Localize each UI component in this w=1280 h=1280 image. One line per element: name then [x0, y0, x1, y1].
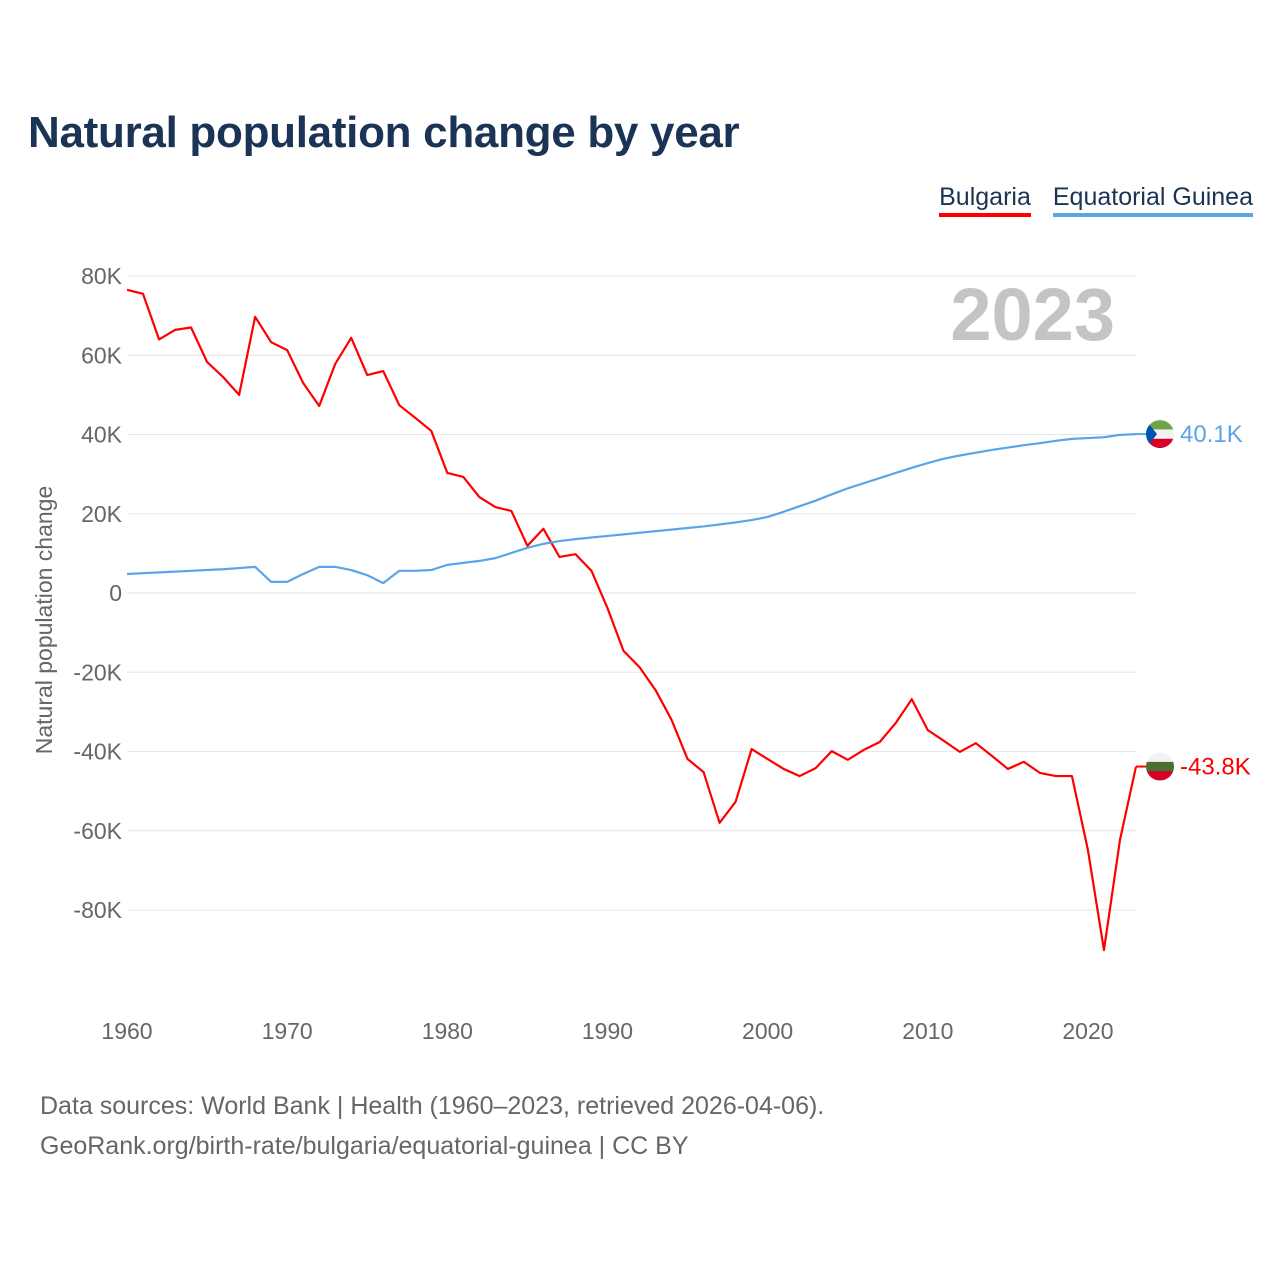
x-tick-label: 1980 [422, 1018, 473, 1044]
y-tick-label: 60K [81, 342, 123, 368]
end-value-label: -43.8K [1180, 754, 1251, 781]
series-line-equatorial-guinea [126, 433, 1137, 585]
y-tick-label: -20K [73, 659, 122, 685]
y-tick-label: 80K [81, 263, 123, 289]
legend-item-equatorial-guinea[interactable]: Equatorial Guinea [1052, 183, 1253, 217]
legend-item-bulgaria[interactable]: Bulgaria [939, 183, 1031, 217]
y-tick-label: 40K [81, 422, 123, 448]
series-line-bulgaria [126, 288, 1138, 952]
y-tick-label: 20K [81, 501, 123, 527]
chart-title: Natural population change by year [28, 108, 740, 157]
data-source-text: Data sources: World Bank | Health (1960–… [40, 1092, 825, 1120]
y-axis-label: Natural population change [31, 486, 57, 755]
footer: Data sources: World Bank | Health (1960–… [40, 1086, 824, 1166]
legend: Bulgaria Equatorial Guinea [939, 183, 1253, 217]
x-tick-label: 2000 [742, 1018, 793, 1044]
x-tick-label: 2020 [1062, 1018, 1113, 1044]
x-tick-label: 1970 [262, 1018, 313, 1044]
year-watermark: 2023 [950, 273, 1115, 356]
end-value-label: 40.1K [1180, 421, 1243, 448]
y-tick-label: -80K [73, 897, 122, 923]
flag-icon-bulgaria [1146, 752, 1174, 781]
flag-icon-equatorial-guinea [1146, 420, 1174, 449]
x-tick-label: 1990 [582, 1018, 633, 1044]
y-tick-label: -40K [73, 739, 122, 765]
y-tick-label: -60K [73, 818, 122, 844]
x-tick-label: 2010 [902, 1018, 953, 1044]
x-tick-label: 1960 [101, 1018, 152, 1044]
attribution-link[interactable]: GeoRank.org/birth-rate/bulgaria/equatori… [40, 1132, 689, 1160]
y-tick-label: 0 [109, 580, 122, 606]
